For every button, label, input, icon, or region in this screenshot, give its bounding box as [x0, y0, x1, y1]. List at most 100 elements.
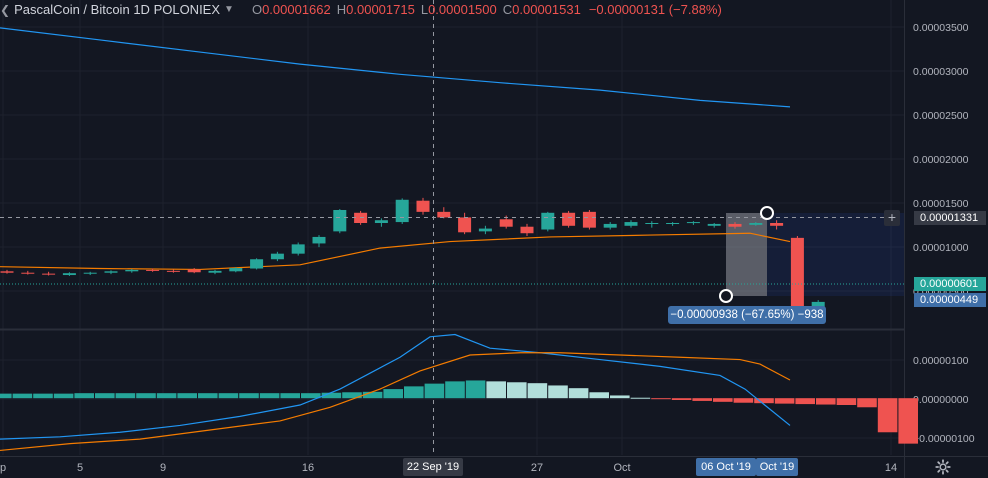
candle-body [250, 259, 264, 269]
candle-body [562, 212, 576, 226]
price-tick-label: 0.00001000 [913, 242, 969, 254]
candle-body [790, 237, 804, 309]
histogram-bar [404, 386, 424, 399]
symbol-legend: ❮ PascalCoin / Bitcoin 1D POLONIEX ▼ O 0.… [0, 0, 722, 20]
histogram-bar [671, 398, 692, 400]
price-tick-label: 0.00001500 [913, 198, 969, 210]
time-tick-label: 27 [531, 462, 543, 474]
histogram-bar [53, 393, 74, 399]
histogram-bar [651, 398, 671, 400]
signal-line [0, 352, 791, 452]
histogram-bar [218, 393, 239, 399]
indicator-tick-label: −0.00000100 [913, 433, 975, 445]
open-value: 0.00001662 [262, 2, 331, 17]
symbol-title[interactable]: PascalCoin / Bitcoin 1D POLONIEX [14, 0, 220, 20]
histogram-bar [177, 393, 197, 399]
histogram-bar [630, 397, 651, 399]
range-end-date-label: Oct '19 [756, 458, 798, 476]
measure-extension-shade [767, 213, 904, 296]
candle-body [728, 223, 742, 227]
histogram-bar [12, 393, 33, 399]
candle-body [624, 222, 638, 226]
histogram-bar [0, 393, 12, 399]
histogram-bar [754, 398, 774, 404]
low-value: 0.00001500 [428, 2, 497, 17]
histogram-bar [713, 398, 733, 402]
caret-down-icon[interactable]: ▼ [224, 4, 234, 15]
price-tick-label: 0.00002000 [913, 154, 969, 166]
candle-body [374, 220, 388, 224]
histogram-bar [877, 398, 898, 433]
histogram-bar [383, 389, 403, 399]
candle-body [478, 228, 492, 232]
low-label: L [420, 2, 429, 17]
indicator-tick-label: 0.00000000 [913, 394, 969, 406]
measure-tooltip: −0.00000938 (−67.65%) −938 [668, 306, 826, 324]
moving-average-orange-line [0, 232, 791, 271]
histogram-bar [362, 391, 383, 399]
candle-body [291, 244, 305, 254]
time-tick-label: 9 [160, 462, 166, 474]
candle-body [166, 270, 180, 272]
histogram-bar [342, 392, 362, 399]
close-label: C [502, 2, 513, 17]
candle-body [770, 223, 784, 226]
histogram-bar [198, 393, 218, 399]
gear-icon[interactable] [934, 458, 952, 476]
histogram-bar [136, 393, 156, 399]
indicator-tick-label: 0.00000100 [913, 355, 969, 367]
candle-body [42, 273, 56, 275]
candle-body [21, 272, 35, 274]
crosshair-date-label: 22 Sep '19 [403, 458, 463, 476]
histogram-bar [321, 392, 342, 399]
candle-body [520, 226, 534, 234]
symbol-name: PascalCoin / Bitcoin [14, 2, 130, 17]
candle-body [125, 269, 139, 272]
histogram-bar [239, 393, 259, 399]
histogram-bar [836, 398, 857, 405]
chevron-left-icon[interactable]: ❮ [0, 3, 11, 17]
histogram-bar [857, 398, 877, 408]
crosshair-price-label: 0.00001331 [914, 211, 986, 225]
measure-handle-end [719, 289, 733, 303]
high-value: 0.00001715 [346, 2, 415, 17]
histogram-bar [465, 380, 486, 399]
candle-body [686, 222, 700, 224]
histogram-bar [74, 393, 94, 399]
histogram-bar [610, 395, 630, 399]
histogram-bar [259, 393, 280, 399]
macd-line [0, 333, 791, 440]
candle-body [333, 209, 347, 232]
candle-body [104, 271, 118, 273]
histogram-bar [424, 383, 445, 399]
candle-body [83, 272, 97, 274]
time-tick-label: 5 [77, 462, 83, 474]
histogram-bar [548, 385, 568, 399]
price-tick-label: 0.00003000 [913, 66, 969, 78]
candle-body [645, 223, 659, 225]
histogram-bar [486, 381, 506, 399]
price-tick-label: 0.00003500 [913, 22, 969, 34]
candle-body [62, 273, 76, 276]
candle-body [437, 211, 451, 218]
candle-body [229, 268, 243, 272]
candle-body [603, 223, 617, 228]
histogram-bar [301, 393, 321, 399]
range-start-date-label: 06 Oct '19 [696, 458, 756, 476]
high-label: H [336, 2, 347, 17]
candle-body [0, 271, 14, 273]
candle-body [541, 212, 555, 230]
measure-handle-start [760, 206, 774, 220]
histogram-bar [816, 398, 836, 405]
histogram-bar [156, 393, 177, 399]
price-tick-label: 0.00002500 [913, 110, 969, 122]
histogram-bar [527, 383, 548, 399]
time-tick-label: 14 [885, 462, 897, 474]
plus-icon[interactable]: + [884, 210, 900, 226]
interval-value: 1D [133, 2, 150, 17]
histogram-bar [589, 392, 609, 399]
open-label: O [251, 2, 263, 17]
histogram-bar [33, 393, 53, 399]
candle-body [270, 253, 284, 260]
